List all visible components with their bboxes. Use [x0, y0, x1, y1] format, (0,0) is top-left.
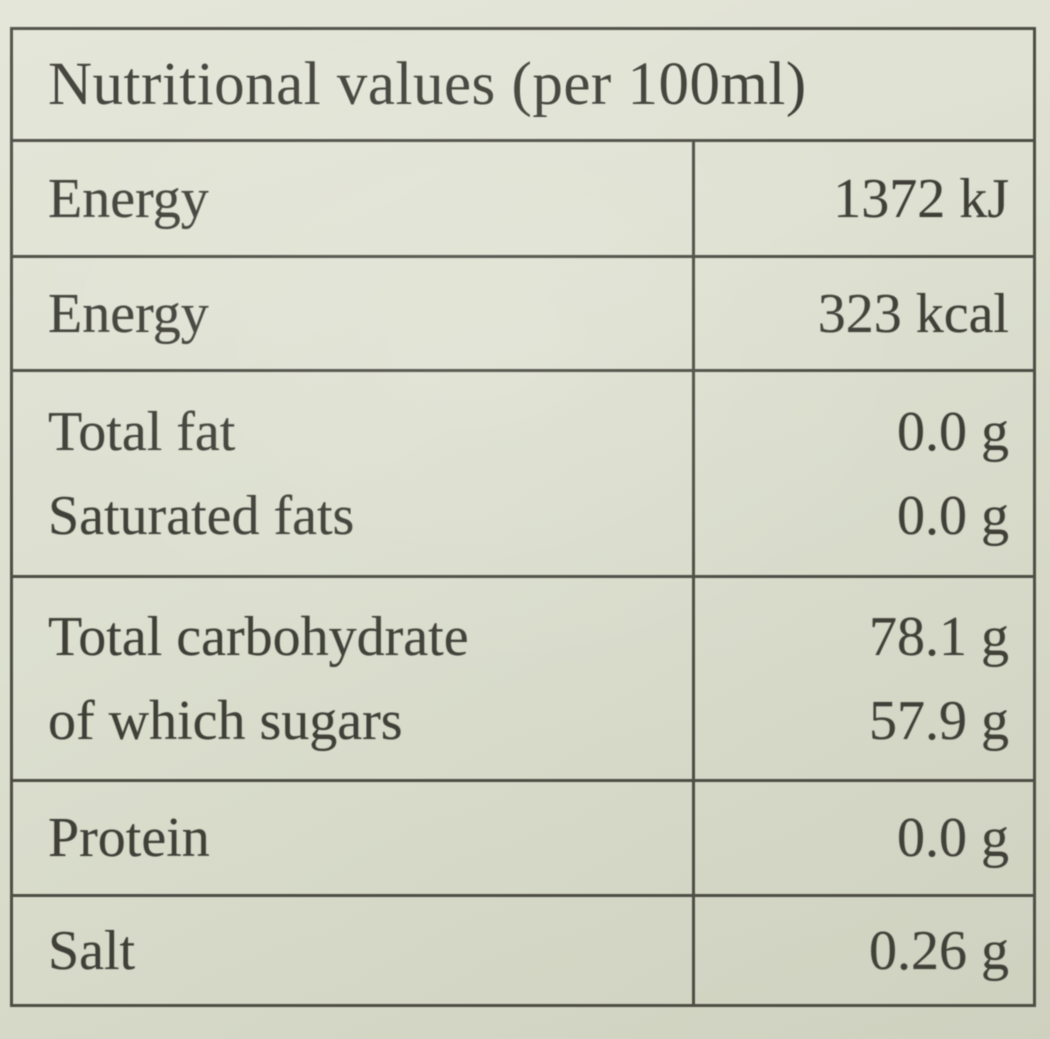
nutrient-value: 78.1 g	[869, 605, 1009, 668]
nutrient-value: 1372 kJ	[833, 167, 1009, 230]
nutrient-name-cell: Energy	[13, 142, 692, 255]
nutrient-name-cell: Salt	[13, 897, 692, 1004]
nutrient-name: Total carbohydrate	[48, 605, 469, 668]
nutrient-value: 57.9 g	[869, 689, 1009, 752]
nutrient-value-cell: 0.26 g	[692, 897, 1033, 1004]
nutrient-name: Salt	[48, 919, 136, 982]
nutrient-name: Protein	[48, 807, 210, 869]
table-row-fat: Total fat Saturated fats 0.0 g 0.0 g	[13, 369, 1033, 575]
nutrient-name-cell: Protein	[13, 782, 692, 894]
nutrient-name-cell: Total carbohydrate of which sugars	[13, 578, 692, 779]
nutrient-value: 0.0 g	[897, 484, 1009, 547]
nutrient-value: 0.0 g	[897, 807, 1009, 869]
nutrient-name: Saturated fats	[48, 484, 355, 547]
nutrient-value-cell: 78.1 g 57.9 g	[692, 578, 1033, 779]
table-row-salt: Salt 0.26 g	[13, 894, 1033, 1004]
table-row-protein: Protein 0.0 g	[13, 779, 1033, 894]
nutrient-value-cell: 0.0 g 0.0 g	[692, 372, 1033, 575]
nutrient-name: Energy	[48, 167, 209, 230]
table-title: Nutritional values (per 100ml)	[48, 50, 807, 118]
table-row-energy-kcal: Energy 323 kcal	[13, 255, 1033, 369]
nutrition-table: Nutritional values (per 100ml) Energy 13…	[10, 27, 1036, 1007]
table-header-row: Nutritional values (per 100ml)	[13, 30, 1033, 139]
nutrient-name: Total fat	[48, 400, 236, 463]
nutrient-value: 323 kcal	[817, 282, 1009, 345]
nutrient-value-cell: 0.0 g	[692, 782, 1033, 894]
table-row-energy-kj: Energy 1372 kJ	[13, 139, 1033, 255]
nutrient-value: 0.26 g	[869, 919, 1009, 982]
nutrient-name: Energy	[48, 282, 209, 345]
nutrient-name-cell: Total fat Saturated fats	[13, 372, 692, 575]
nutrient-value-cell: 1372 kJ	[692, 142, 1033, 255]
nutrient-value: 0.0 g	[897, 400, 1009, 463]
nutrient-value-cell: 323 kcal	[692, 258, 1033, 369]
table-row-carbohydrate: Total carbohydrate of which sugars 78.1 …	[13, 575, 1033, 779]
nutrient-name: of which sugars	[48, 689, 403, 752]
nutrient-name-cell: Energy	[13, 258, 692, 369]
